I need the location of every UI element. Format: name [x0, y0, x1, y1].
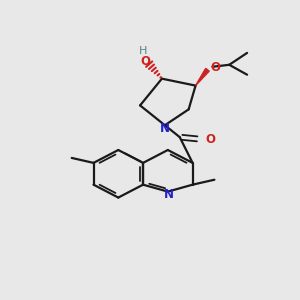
Text: N: N: [164, 188, 174, 201]
Text: O: O: [210, 61, 220, 74]
Text: N: N: [160, 122, 170, 135]
Text: H: H: [139, 46, 147, 56]
Text: O: O: [140, 55, 150, 68]
Text: O: O: [206, 133, 215, 146]
Polygon shape: [196, 68, 209, 86]
